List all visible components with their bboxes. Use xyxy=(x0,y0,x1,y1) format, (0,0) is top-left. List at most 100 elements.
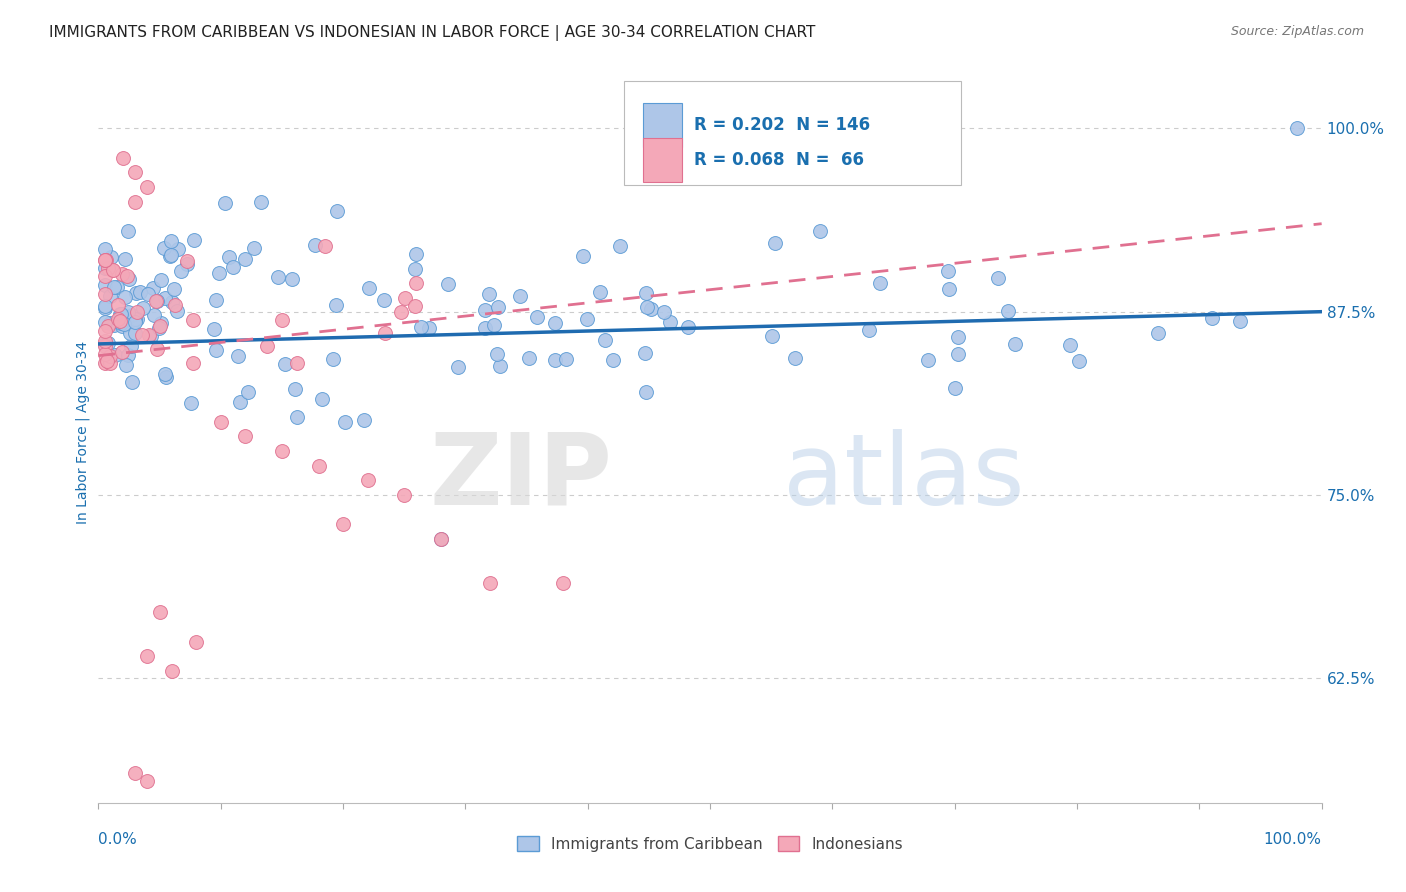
Point xyxy=(948,330,970,344)
Point xyxy=(121,308,143,322)
Point xyxy=(311,392,333,407)
Point xyxy=(93,334,115,348)
Point xyxy=(761,328,783,343)
Point xyxy=(589,285,612,299)
Point xyxy=(678,319,700,334)
FancyBboxPatch shape xyxy=(624,81,960,185)
Point xyxy=(93,347,115,361)
Point xyxy=(163,282,186,296)
Point xyxy=(285,409,308,424)
Point xyxy=(93,339,115,353)
Point xyxy=(447,359,470,374)
Point xyxy=(304,238,326,252)
Point xyxy=(509,288,531,302)
Point xyxy=(322,351,344,366)
Point xyxy=(97,336,120,351)
Point xyxy=(938,282,960,296)
Point xyxy=(437,277,460,291)
Point xyxy=(100,250,122,264)
Point xyxy=(132,301,155,315)
Point xyxy=(97,260,120,275)
Point xyxy=(138,327,160,342)
Point xyxy=(763,236,786,251)
Point xyxy=(229,394,252,409)
Point xyxy=(474,302,496,317)
Point xyxy=(127,312,149,326)
FancyBboxPatch shape xyxy=(643,103,682,147)
Point xyxy=(103,318,125,333)
Point xyxy=(149,319,172,334)
Point xyxy=(394,291,416,305)
Point xyxy=(117,224,139,238)
Point xyxy=(281,272,304,286)
Point xyxy=(1059,337,1081,351)
Point xyxy=(111,318,134,333)
Point xyxy=(124,311,146,326)
Point xyxy=(238,384,260,399)
Point xyxy=(555,352,578,367)
Point xyxy=(636,300,658,314)
Point xyxy=(107,298,129,312)
Point xyxy=(484,318,506,333)
Point xyxy=(145,294,167,309)
Text: ZIP: ZIP xyxy=(429,428,612,525)
Point xyxy=(98,356,121,370)
Point xyxy=(489,359,512,374)
Point xyxy=(183,233,205,247)
Point xyxy=(180,396,202,410)
Point xyxy=(1146,326,1168,340)
Point xyxy=(170,264,193,278)
Point xyxy=(136,180,159,194)
Point xyxy=(110,311,132,326)
Point xyxy=(333,415,356,429)
Point xyxy=(209,415,232,429)
Point xyxy=(114,252,136,267)
Point xyxy=(117,305,139,319)
Point xyxy=(124,165,146,179)
Point xyxy=(517,351,540,365)
Point xyxy=(405,247,427,261)
Point xyxy=(222,260,245,275)
Point xyxy=(640,301,662,316)
Point xyxy=(218,250,240,264)
Point xyxy=(145,293,167,308)
Point xyxy=(270,444,294,458)
Point xyxy=(284,382,307,396)
Point xyxy=(1229,314,1251,328)
Point xyxy=(93,315,115,329)
Y-axis label: In Labor Force | Age 30-34: In Labor Force | Age 30-34 xyxy=(76,341,90,524)
Point xyxy=(93,253,115,268)
Point xyxy=(125,286,148,301)
Point xyxy=(139,329,162,343)
Point xyxy=(131,327,153,342)
Point xyxy=(111,151,134,165)
Point xyxy=(93,253,115,268)
Text: R = 0.202  N = 146: R = 0.202 N = 146 xyxy=(695,116,870,134)
Point xyxy=(405,276,427,290)
Point xyxy=(98,316,121,330)
Point xyxy=(103,280,125,294)
Point xyxy=(572,249,595,263)
Point xyxy=(553,575,575,590)
Point xyxy=(392,488,416,502)
Point xyxy=(118,272,141,286)
Point xyxy=(256,339,278,353)
Point xyxy=(98,349,121,363)
Point xyxy=(249,194,271,209)
Point xyxy=(114,290,136,304)
Point xyxy=(233,429,256,443)
Point xyxy=(356,473,378,487)
Point xyxy=(93,260,115,275)
Point xyxy=(93,242,115,256)
Point xyxy=(93,299,115,313)
Point xyxy=(136,649,159,664)
Point xyxy=(93,268,115,283)
Point xyxy=(474,320,496,334)
FancyBboxPatch shape xyxy=(643,138,682,182)
Point xyxy=(166,303,188,318)
Point xyxy=(117,348,139,362)
Point xyxy=(153,368,176,382)
Point xyxy=(155,369,177,384)
Point xyxy=(634,345,657,359)
Point xyxy=(93,301,115,315)
